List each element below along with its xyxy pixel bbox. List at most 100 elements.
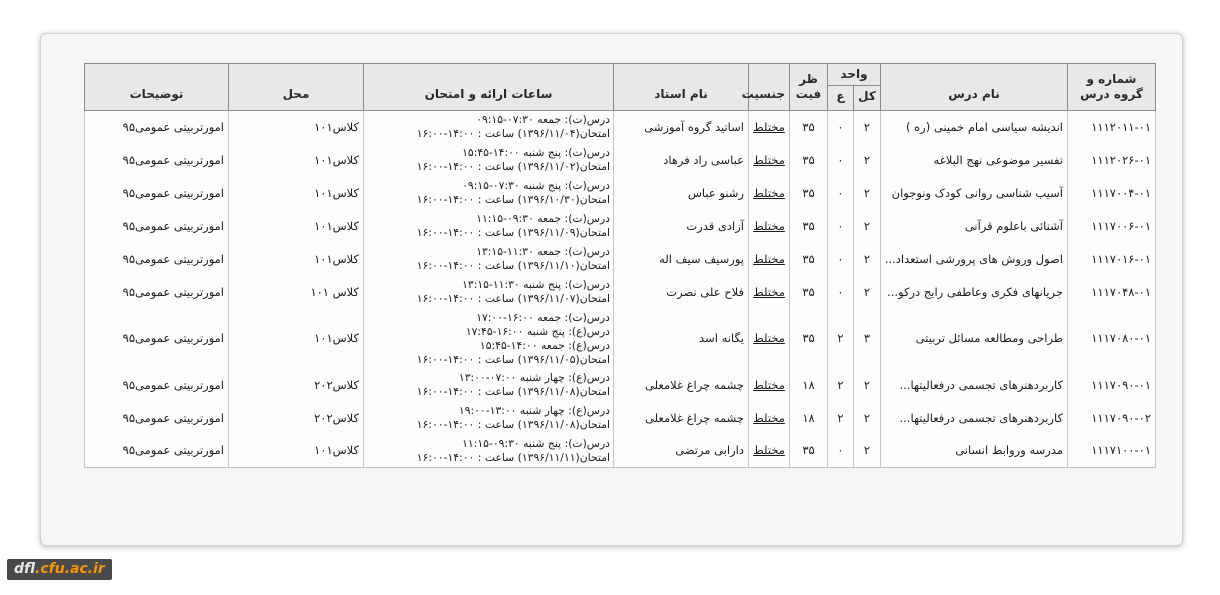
unit-total-cell: ۲ <box>853 275 881 309</box>
location-cell: کلاس۲۰۲ <box>228 401 364 435</box>
course-code-cell: ۱۱۱۷۰۰۴-۰۱ <box>1067 176 1156 210</box>
capacity-cell: ۳۵ <box>789 308 828 369</box>
course-table: شماره و گروه درس نام درس واحد ظر فیت جنس… <box>84 63 1156 468</box>
unit-practical-cell: ۲ <box>827 368 854 402</box>
gender-value: مختلط <box>753 152 785 167</box>
unit-total-cell: ۲ <box>853 110 881 144</box>
schedule-line: درس(ت): جمعه ۰۷:۳۰-۰۹:۱۵ <box>476 113 610 127</box>
watermark-suffix: .cfu.ac.ir <box>35 561 105 577</box>
schedule-line: درس(ت): جمعه ۱۶:۰۰-۱۷:۰۰ <box>476 310 610 324</box>
gender-value: مختلط <box>753 410 785 425</box>
schedule-cell: درس(ت): جمعه ۰۷:۳۰-۰۹:۱۵ امتحان(۱۳۹۶/۱۱/۰… <box>363 110 614 144</box>
unit-practical-cell: ۰ <box>827 143 854 177</box>
capacity-cell: ۳۵ <box>789 176 828 210</box>
col-header-location: محل <box>228 63 364 111</box>
schedule-line: درس(ت): جمعه ۰۹:۳۰-۱۱:۱۵ <box>476 212 610 225</box>
location-cell: کلاس۱۰۱ <box>228 176 364 210</box>
schedule-cell: درس(ع): چهار شنبه ۱۳:۰۰-۱۹:۰۰ امتحان(۱۳۹۶… <box>363 401 614 435</box>
schedule-line: درس(ت): پنج شنبه ۰۹:۳۰-۱۱:۱۵ <box>462 436 610 450</box>
watermark-prefix: dfl <box>14 561 36 577</box>
course-name-cell: کاربردهنرهای تجسمی درفعالیتها... <box>880 368 1068 402</box>
capacity-cell: ۱۸ <box>789 368 828 402</box>
schedule-line: درس(ت): جمعه ۱۱:۳۰-۱۳:۱۵ <box>476 245 610 258</box>
gender-cell: مختلط <box>748 368 790 402</box>
col-header-unit-practical: ع <box>827 85 854 111</box>
course-code-cell: ۱۱۱۷۰۱۶-۰۱ <box>1067 242 1156 276</box>
col-header-notes: توضیحات <box>84 63 229 111</box>
col-header-name: نام درس <box>880 63 1068 111</box>
course-row: ۱۱۱۷۰۴۸-۰۱ جریانهای فکری وعاطفی رایج درکو… <box>84 275 1156 309</box>
unit-total-cell: ۲ <box>853 176 881 210</box>
schedule-cell: درس(ع): چهار شنبه ۰۷:۰۰-۱۳:۰۰ امتحان(۱۳۹۶… <box>363 368 614 402</box>
capacity-cell: ۳۵ <box>789 110 828 144</box>
instructor-cell: چشمه چراغ غلامعلی <box>613 368 749 402</box>
unit-total-cell: ۲ <box>853 143 881 177</box>
schedule-line: امتحان(۱۳۹۶/۱۱/۰۵) ساعت : ۱۴:۰۰-۱۶:۰۰ <box>416 352 610 366</box>
capacity-header-line2: فیت <box>795 87 822 101</box>
schedule-line: درس(ع): چهار شنبه ۰۷:۰۰-۱۳:۰۰ <box>458 371 610 384</box>
table-body: ۱۱۱۲۰۱۱-۰۱ اندیشه سیاسی امام خمینی (ره ) ۲… <box>84 110 1156 468</box>
gender-cell: مختلط <box>748 209 790 243</box>
location-cell: کلاس۱۰۱ <box>228 110 364 144</box>
notes-cell: امورتربیتی عمومی۹۵ <box>84 110 229 144</box>
schedule-line: امتحان(۱۳۹۶/۱۱/۰۸) ساعت : ۱۴:۰۰-۱۶:۰۰ <box>416 418 610 431</box>
course-code-cell: ۱۱۱۲۰۲۶-۰۱ <box>1067 143 1156 177</box>
course-row: ۱۱۱۲۰۲۶-۰۱ تفسیر موضوعی نهج البلاغه ۲ ۰ ۳۵ مخ… <box>84 143 1156 177</box>
location-cell: کلاس۱۰۱ <box>228 434 364 468</box>
course-name-cell: طراحی ومطالعه مسائل تربیتی <box>880 308 1068 369</box>
gender-value: مختلط <box>753 284 785 299</box>
course-code-cell: ۱۱۱۷۰۹۰-۰۱ <box>1067 368 1156 402</box>
gender-value: مختلط <box>753 251 785 266</box>
unit-total-cell: ۲ <box>853 368 881 402</box>
schedule-cell: درس(ت): جمعه ۱۶:۰۰-۱۷:۰۰ درس(ع): پنج شنبه… <box>363 308 614 369</box>
instructor-cell: دارابی مرتضی <box>613 434 749 468</box>
schedule-cell: درس(ت): پنج شنبه ۱۴:۰۰-۱۵:۴۵ امتحان(۱۳۹۶/… <box>363 143 614 177</box>
schedule-line: درس(ت): پنج شنبه ۱۴:۰۰-۱۵:۴۵ <box>462 146 610 159</box>
capacity-cell: ۳۵ <box>789 242 828 276</box>
course-name-cell: جریانهای فکری وعاطفی رایج درکو... <box>880 275 1068 309</box>
location-cell: کلاس۱۰۱ <box>228 242 364 276</box>
location-cell: کلاس ۱۰۱ <box>228 275 364 309</box>
schedule-cell: درس(ت): جمعه ۱۱:۳۰-۱۳:۱۵ امتحان(۱۳۹۶/۱۱/۱… <box>363 242 614 276</box>
course-row: ۱۱۱۷۱۰۰-۰۱ مدرسه وروابط انسانی ۲ ۰ ۳۵ مختلط دا… <box>84 434 1156 468</box>
schedule-line: درس(ع): چهار شنبه ۱۳:۰۰-۱۹:۰۰ <box>458 404 610 417</box>
unit-total-cell: ۲ <box>853 401 881 435</box>
course-name-cell: آشنائی باعلوم قرآنی <box>880 209 1068 243</box>
gender-cell: مختلط <box>748 434 790 468</box>
capacity-header-line1: ظر <box>799 72 818 86</box>
course-row: ۱۱۱۷۰۰۶-۰۱ آشنائی باعلوم قرآنی ۲ ۰ ۳۵ مختلط آز… <box>84 209 1156 243</box>
col-header-unit-group: واحد <box>827 63 881 86</box>
gender-cell: مختلط <box>748 176 790 210</box>
gender-value: مختلط <box>753 185 785 200</box>
schedule-line: امتحان(۱۳۹۶/۱۱/۱۱) ساعت : ۱۴:۰۰-۱۶:۰۰ <box>416 450 610 464</box>
course-name-cell: مدرسه وروابط انسانی <box>880 434 1068 468</box>
instructor-cell: یگانه اسد <box>613 308 749 369</box>
schedule-cell: درس(ت): پنج شنبه ۱۱:۳۰-۱۳:۱۵ امتحان(۱۳۹۶/… <box>363 275 614 309</box>
unit-total-cell: ۲ <box>853 434 881 468</box>
unit-practical-cell: ۲ <box>827 308 854 369</box>
course-row: ۱۱۱۷۰۰۴-۰۱ آسیب شناسی روانی کودک ونوجوان ۲… <box>84 176 1156 210</box>
notes-cell: امورتربیتی عمومی۹۵ <box>84 209 229 243</box>
col-header-gender: جنسیت <box>742 63 790 111</box>
capacity-cell: ۳۵ <box>789 434 828 468</box>
course-table-wrap: شماره و گروه درس نام درس واحد ظر فیت جنس… <box>84 63 1156 468</box>
schedule-line: درس(ت): پنج شنبه ۰۷:۳۰-۰۹:۱۵ <box>462 179 610 192</box>
location-cell: کلاس۲۰۲ <box>228 368 364 402</box>
gender-cell: مختلط <box>748 143 790 177</box>
schedule-line: امتحان(۱۳۹۶/۱۱/۰۹) ساعت : ۱۴:۰۰-۱۶:۰۰ <box>416 226 610 239</box>
unit-practical-cell: ۰ <box>827 434 854 468</box>
unit-total-cell: ۲ <box>853 209 881 243</box>
schedule-cell: درس(ت): پنج شنبه ۰۹:۳۰-۱۱:۱۵ امتحان(۱۳۹۶/… <box>363 434 614 468</box>
course-row: ۱۱۱۷۰۸۰-۰۱ طراحی ومطالعه مسائل تربیتی ۳ ۲ ۳۵… <box>84 308 1156 369</box>
unit-total-cell: ۲ <box>853 242 881 276</box>
course-name-cell: آسیب شناسی روانی کودک ونوجوان <box>880 176 1068 210</box>
capacity-cell: ۱۸ <box>789 401 828 435</box>
schedule-line: امتحان(۱۳۹۶/۱۱/۰۲) ساعت : ۱۴:۰۰-۱۶:۰۰ <box>416 160 610 173</box>
schedule-line: درس(ع): جمعه ۱۴:۰۰-۱۵:۴۵ <box>479 338 610 352</box>
location-cell: کلاس۱۰۱ <box>228 308 364 369</box>
instructor-cell: چشمه چراغ غلامعلی <box>613 401 749 435</box>
instructor-cell: پورسیف سیف اله <box>613 242 749 276</box>
notes-cell: امورتربیتی عمومی۹۵ <box>84 434 229 468</box>
course-row: ۱۱۱۷۰۹۰-۰۱ کاربردهنرهای تجسمی درفعالیتها.… <box>84 368 1156 402</box>
col-header-code: شماره و گروه درس <box>1067 63 1156 111</box>
